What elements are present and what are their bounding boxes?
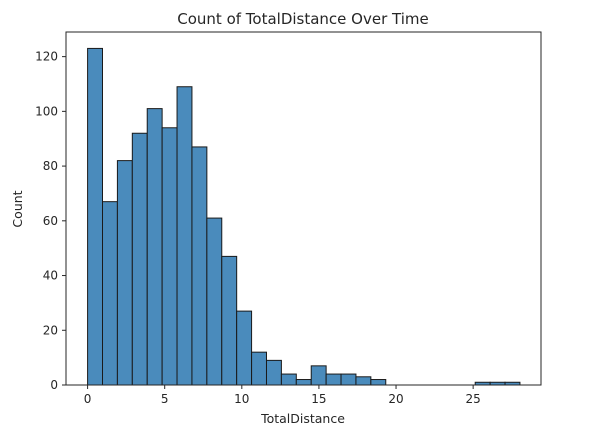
y-tick-label: 120 (35, 50, 58, 64)
x-tick-label: 0 (84, 392, 92, 406)
y-tick-label: 20 (43, 323, 58, 337)
histogram-bar (206, 217, 223, 386)
x-tick-label: 25 (466, 392, 481, 406)
histogram-bar (340, 373, 357, 386)
histogram-bar (131, 132, 148, 386)
y-tick-label: 80 (43, 159, 58, 173)
histogram-bar (355, 376, 372, 386)
y-tick-label: 40 (43, 269, 58, 283)
y-axis-label: Count (10, 190, 25, 227)
histogram-bar (116, 160, 133, 386)
histogram-bar (146, 108, 163, 386)
x-tick-label: 20 (388, 392, 403, 406)
histogram-bar (280, 373, 297, 386)
x-axis-ticks: 0 5 10 15 20 25 (84, 385, 481, 406)
x-tick-label: 5 (161, 392, 169, 406)
y-tick-label: 60 (43, 214, 58, 228)
bars-group (87, 47, 521, 386)
histogram-bar (161, 127, 178, 386)
histogram-bar (236, 310, 253, 386)
x-tick-label: 15 (311, 392, 326, 406)
y-tick-label: 100 (35, 104, 58, 118)
histogram-bar (295, 379, 312, 386)
plot-frame (65, 31, 542, 386)
histogram-bar (101, 201, 118, 386)
histogram-bar (191, 146, 208, 386)
histogram-bar (251, 351, 267, 386)
histogram-bar (265, 359, 282, 386)
x-tick-label: 10 (234, 392, 249, 406)
x-axis-label: TotalDistance (260, 411, 345, 426)
histogram-bar (310, 365, 327, 386)
histogram-bar (221, 255, 238, 386)
y-tick-label: 0 (50, 378, 58, 392)
y-axis-ticks: 0 20 40 60 80 100 120 (35, 50, 66, 392)
histogram-bar (325, 373, 342, 386)
histogram-bar (370, 379, 387, 386)
chart-title: Count of TotalDistance Over Time (177, 10, 428, 28)
histogram-bar (176, 86, 193, 386)
histogram-bar (87, 47, 103, 386)
